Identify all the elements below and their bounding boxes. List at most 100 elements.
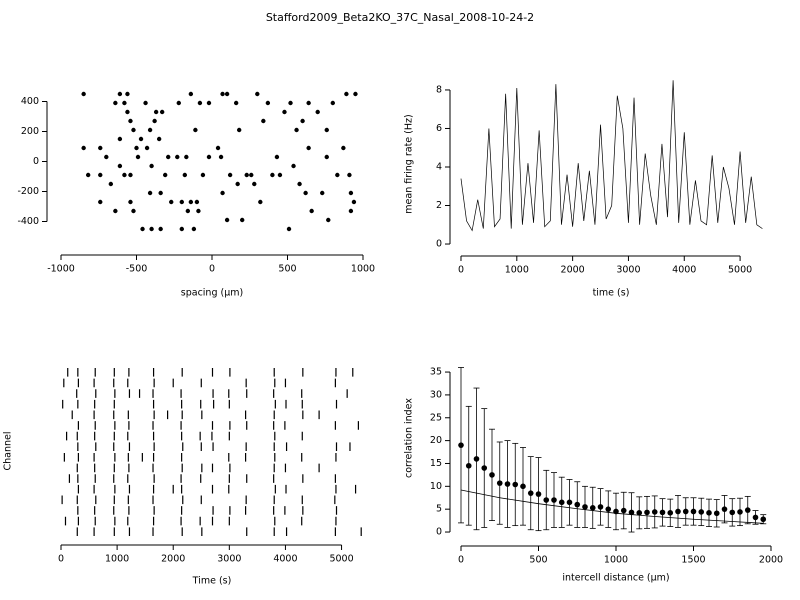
point [135,154,141,160]
y-axis-label: mean firing rate (Hz) [404,114,415,213]
point [265,100,271,106]
point [597,504,604,510]
x-tick-label: 2000 [161,554,185,565]
point [294,127,299,133]
point [179,199,184,205]
x-tick-label: 2000 [561,265,585,276]
point [473,456,480,462]
point [348,208,354,214]
point [458,442,464,448]
y-tick-label: 20 [430,435,442,446]
x-tick-label: 1000 [604,555,628,566]
point [277,172,283,178]
point [224,217,230,223]
point [261,118,266,124]
x-tick-label: 4000 [273,554,297,565]
point [156,136,162,142]
x-tick-label: 3000 [616,265,640,276]
point [122,100,127,106]
point [512,481,519,488]
point [324,154,329,160]
point [574,501,581,508]
y-tick-label: 25 [430,412,442,423]
point [344,91,349,97]
point [675,508,681,515]
y-tick-label: -200 [17,186,39,197]
point [713,510,720,517]
point [175,154,180,160]
y-tick-label: 35 [430,367,442,378]
point [128,199,133,205]
x-tick-label: 5000 [728,265,752,276]
point [138,136,144,142]
point [227,172,233,178]
point [335,172,340,178]
point [543,497,550,503]
fit-line [460,489,764,524]
point [152,118,157,124]
point [737,509,743,515]
point [194,199,200,205]
point [153,109,159,115]
point [347,172,352,178]
x-axis-label: intercell distance (µm) [562,573,669,584]
point [81,145,86,151]
point [582,504,588,510]
point [184,154,189,160]
point [206,154,212,160]
point [297,181,302,187]
point [179,226,184,232]
x-tick-label: 4000 [672,265,696,276]
point [270,172,275,178]
y-tick-label: 5 [436,504,442,515]
point [117,136,123,142]
point [144,145,150,151]
point [309,208,314,214]
point [104,154,109,160]
point [166,154,171,160]
point [690,508,697,515]
y-axis-label: Channel [3,431,14,470]
point [149,226,154,232]
point [131,208,136,214]
point [117,163,123,169]
point [206,100,212,106]
point [244,172,249,178]
point [274,154,280,160]
y-tick-label: 400 [21,96,39,107]
point [147,127,153,133]
x-tick-label: 500 [278,264,296,275]
point [235,181,240,187]
point [113,208,118,214]
point [721,506,728,512]
point [143,100,148,106]
x-tick-label: 1500 [681,555,705,566]
x-tick-label: -500 [126,264,148,275]
point [644,509,650,516]
point [128,172,133,178]
x-tick-label: 2000 [759,555,783,566]
point [249,172,254,178]
y-tick-label: 10 [430,481,442,492]
point [220,190,225,196]
point [520,483,526,490]
point [489,472,495,478]
point [636,510,643,516]
point [98,199,103,205]
point [605,506,612,512]
point [134,145,139,151]
y-tick-label: 8 [436,84,442,95]
point [566,499,573,506]
point [196,208,201,214]
x-axis-label: Time (s) [192,576,232,587]
y-axis-label: correlation index [404,398,415,478]
point [320,190,325,196]
x-tick-label: 1000 [105,554,129,565]
x-tick-label: 0 [458,265,464,276]
point [117,91,123,97]
x-tick-label: 0 [458,555,464,566]
x-tick-label: 1000 [505,265,529,276]
point [729,509,736,516]
point [315,109,320,115]
